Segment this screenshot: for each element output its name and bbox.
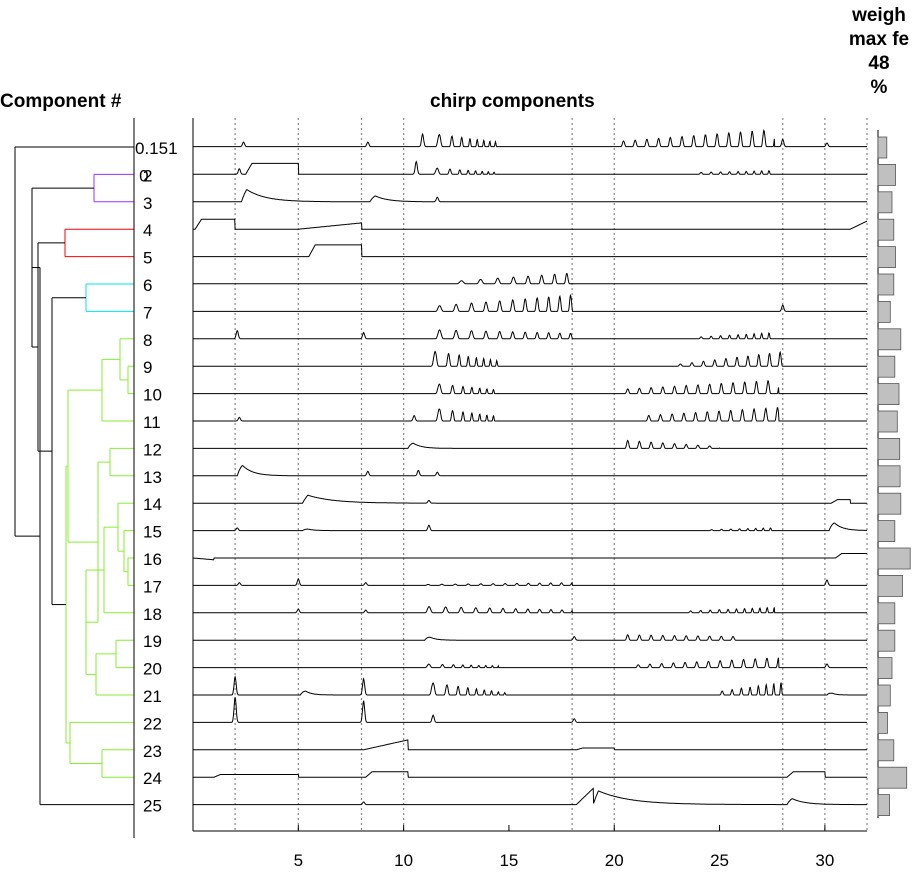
weight-bar-24 — [877, 766, 908, 789]
weight-bar-20 — [877, 657, 893, 679]
leaf-label-24: 24 — [143, 769, 162, 788]
trace-24 — [193, 771, 867, 778]
trace-12 — [193, 439, 867, 449]
x-tick-label-5: 5 — [294, 851, 303, 870]
leaf-labels: 3 4 5 6 7 8 9 10 11 12 13 14 15 16 17 18 19 20 21 22 23 24 25 0… — [133, 118, 178, 838]
weight-bar-13 — [877, 465, 901, 488]
weight-bar-17 — [877, 575, 903, 597]
weight-bar-18 — [877, 602, 896, 625]
x-tick-label-25: 25 — [710, 851, 729, 870]
weight-bar-19 — [877, 629, 896, 652]
trace-23 — [193, 739, 867, 751]
weight-bar-2 — [877, 163, 896, 186]
weight-bar-10 — [877, 383, 900, 406]
leaf-label-17: 17 — [143, 577, 162, 596]
trace-8 — [193, 329, 867, 340]
traces-panel: 5 10 15 20 25 30 — [192, 118, 868, 870]
chirp-title: chirp components — [430, 91, 595, 112]
weight-bar-4 — [877, 218, 895, 241]
leaf-label-7: 7 — [143, 303, 152, 322]
component-axis-title: Component # — [0, 91, 122, 112]
leaf-label-overlap-second: 2 0 — [139, 169, 152, 181]
weight-title-line-1: weigh — [852, 5, 906, 26]
weight-title-line-4: % — [870, 77, 888, 98]
weight-bar-15 — [877, 520, 896, 542]
leaf-label-3: 3 — [143, 194, 152, 213]
trace-3 — [193, 189, 867, 203]
leaf-label-18: 18 — [143, 605, 162, 624]
weight-bar-9 — [877, 355, 896, 378]
leaf-label-5: 5 — [143, 249, 152, 268]
leaf-label-21: 21 — [143, 687, 162, 706]
dendrogram — [14, 146, 134, 806]
leaf-label-10: 10 — [143, 386, 162, 405]
weight-bars — [877, 130, 911, 818]
trace-14 — [193, 494, 867, 504]
x-tick-label-30: 30 — [815, 851, 834, 870]
weight-bar-8 — [877, 328, 902, 351]
leaf-label-14: 14 — [143, 495, 162, 514]
x-tick-label-10: 10 — [394, 851, 413, 870]
weight-bar-14 — [877, 492, 902, 515]
weight-bar-7 — [877, 300, 891, 323]
trace-21 — [193, 675, 867, 696]
trace-5 — [193, 244, 867, 258]
weight-bar-22 — [877, 712, 888, 734]
x-tick-label-20: 20 — [605, 851, 624, 870]
weight-title: weigh max fe 48 % — [839, 4, 919, 100]
weight-bar-23 — [877, 739, 895, 762]
trace-20 — [193, 657, 867, 669]
trace-11 — [193, 407, 867, 422]
leaf-label-13: 13 — [143, 468, 162, 487]
leaf-label-11: 11 — [143, 413, 161, 432]
leaf-label-8: 8 — [143, 331, 152, 350]
trace-16 — [193, 553, 867, 561]
weight-bar-1 — [877, 136, 888, 159]
weight-bar-3 — [877, 191, 893, 214]
trace-22 — [193, 697, 867, 723]
weight-bar-11 — [877, 410, 898, 433]
leaf-label-9: 9 — [143, 358, 152, 377]
trace-7 — [193, 294, 867, 312]
weight-title-line-2: max fe — [848, 29, 910, 50]
trace-15 — [193, 522, 867, 532]
trace-25 — [193, 787, 867, 806]
leaf-label-23: 23 — [143, 742, 162, 761]
weight-bar-5 — [877, 246, 896, 269]
leaf-label-15: 15 — [143, 523, 162, 542]
weight-bar-6 — [877, 273, 895, 296]
trace-2 — [193, 160, 867, 175]
trace-10 — [193, 379, 867, 395]
weight-bar-21 — [877, 684, 891, 707]
trace-19 — [193, 634, 867, 641]
leaf-label-6: 6 — [143, 276, 152, 295]
trace-9 — [193, 350, 867, 367]
trace-1 — [193, 129, 867, 148]
trace-4 — [193, 218, 868, 230]
leaf-label-overlap-top: 0.151 — [135, 139, 178, 158]
leaf-label-12: 12 — [143, 440, 162, 459]
weight-bar-12 — [877, 437, 901, 460]
trace-13 — [193, 465, 867, 477]
weight-bar-16 — [877, 547, 911, 570]
trace-6 — [193, 272, 867, 285]
leaf-label-25: 25 — [143, 797, 162, 816]
weight-title-line-3: 48 — [868, 53, 890, 74]
leaf-label-20: 20 — [143, 660, 162, 679]
x-tick-label-15: 15 — [499, 851, 518, 870]
leaf-label-4: 4 — [143, 221, 152, 240]
leaf-label-16: 16 — [143, 550, 162, 569]
leaf-label-19: 19 — [143, 632, 162, 651]
weight-bar-25 — [877, 794, 891, 816]
trace-18 — [193, 606, 867, 614]
trace-17 — [193, 578, 867, 586]
leaf-label-22: 22 — [143, 714, 162, 733]
